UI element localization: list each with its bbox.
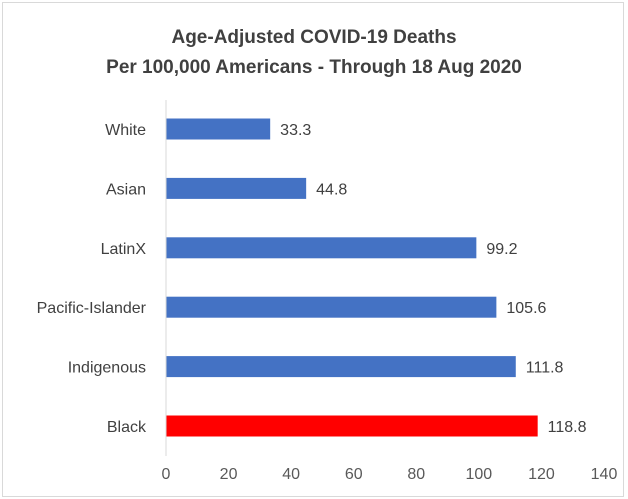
value-label-latinx: 99.2 xyxy=(486,241,517,258)
category-label-white: White xyxy=(105,122,146,139)
category-label-indigenous: Indigenous xyxy=(68,360,146,377)
x-tick-label: 60 xyxy=(345,466,363,483)
bar-black xyxy=(166,415,538,437)
value-label-white: 33.3 xyxy=(280,122,311,139)
category-labels: White Asian LatinX Pacific-Islander Indigeno… xyxy=(37,122,147,436)
x-tick-labels: 0 20 40 60 80 100 120 140 xyxy=(162,466,618,483)
value-label-pacific-islander: 105.6 xyxy=(506,300,546,317)
x-tick-label: 20 xyxy=(220,466,238,483)
value-label-indigenous: 111.8 xyxy=(526,360,564,377)
bar-indigenous xyxy=(166,356,516,378)
category-label-black: Black xyxy=(107,419,147,436)
bar-pacific-islander xyxy=(166,296,497,318)
x-tick-label: 100 xyxy=(466,466,493,483)
bars-group xyxy=(166,118,538,437)
x-tick-label: 120 xyxy=(528,466,555,483)
x-tick-label: 140 xyxy=(591,466,618,483)
chart-title: Age-Adjusted COVID-19 Deaths xyxy=(171,27,457,48)
bar-asian xyxy=(166,177,307,199)
value-labels: 33.3 44.8 99.2 105.6 111.8 118.8 xyxy=(280,122,586,436)
x-tick-label: 40 xyxy=(282,466,300,483)
category-label-asian: Asian xyxy=(106,181,146,198)
x-tick-label: 80 xyxy=(407,466,425,483)
category-label-pacific-islander: Pacific-Islander xyxy=(37,300,147,317)
x-tick-label: 0 xyxy=(162,466,171,483)
value-label-black: 118.8 xyxy=(548,419,587,436)
bar-latinx xyxy=(166,237,477,259)
chart-subtitle: Per 100,000 Americans - Through 18 Aug 2… xyxy=(106,57,522,78)
bar-white xyxy=(166,118,271,140)
value-label-asian: 44.8 xyxy=(316,181,347,198)
category-label-latinx: LatinX xyxy=(101,241,147,258)
